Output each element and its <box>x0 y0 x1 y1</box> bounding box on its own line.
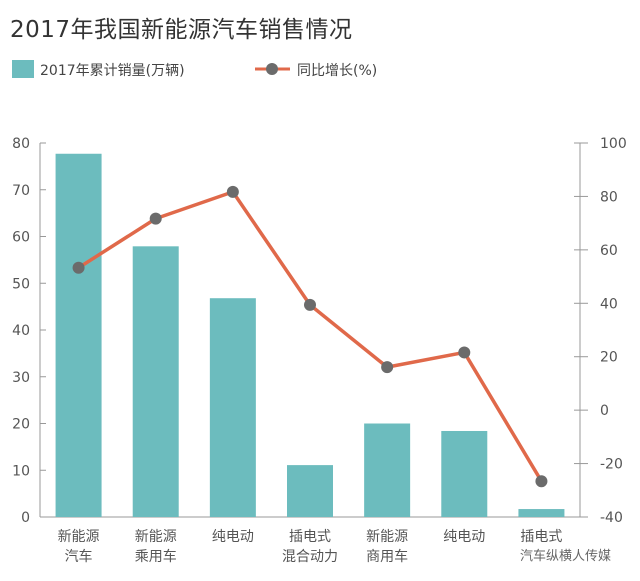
line-point <box>149 212 162 225</box>
growth-line <box>72 185 548 488</box>
axes: 0 10 20 30 40 50 60 70 80 -40 -20 0 20 40 60 80 100 <box>12 136 627 526</box>
bar <box>287 465 333 517</box>
line-point <box>535 475 548 488</box>
category-label: 纯电动 <box>443 529 485 545</box>
left-tick-label: 30 <box>12 370 30 386</box>
watermark-text: 汽车纵横人传媒 <box>520 548 611 564</box>
line-point <box>381 361 394 374</box>
left-tick-label: 40 <box>12 323 30 339</box>
bar <box>132 246 179 517</box>
category-label: 纯电动 <box>212 529 254 545</box>
right-tick-label: 100 <box>600 136 627 152</box>
legend-line-marker <box>266 63 278 75</box>
category-label: 混合动力 <box>282 549 338 565</box>
bar <box>441 430 488 517</box>
line-point <box>304 298 316 311</box>
category-label: 乘用车 <box>135 548 177 565</box>
left-tick-label: 60 <box>12 230 30 246</box>
category-label: 插电式 <box>520 529 562 545</box>
left-tick-label: 10 <box>12 463 30 479</box>
bar <box>518 509 565 517</box>
line-point <box>72 261 85 274</box>
bar <box>55 153 102 517</box>
category-label: 商用车 <box>366 548 408 565</box>
left-tick-label: 50 <box>12 276 30 292</box>
right-tick-label: 40 <box>600 296 618 312</box>
category-label: 新能源 <box>135 529 177 545</box>
right-tick-label: 80 <box>600 189 618 205</box>
bars <box>55 153 565 517</box>
legend: 2017年累计销量(万辆) 同比增长(%) <box>12 60 377 79</box>
left-tick-label: 0 <box>21 510 30 526</box>
legend-bar-swatch <box>12 60 34 78</box>
right-tick-label: -40 <box>600 510 623 526</box>
right-tick-label: 20 <box>600 350 618 366</box>
legend-line-label: 同比增长(%) <box>297 63 377 79</box>
category-label: 新能源 <box>58 529 100 545</box>
left-tick-label: 20 <box>12 417 30 433</box>
right-tick-label: -20 <box>600 457 623 473</box>
left-tick-label: 80 <box>12 136 30 152</box>
category-label: 插电式 <box>289 529 331 545</box>
chart-title: 2017年我国新能源汽车销售情况 <box>10 17 353 43</box>
line-point <box>226 185 239 198</box>
left-tick-label: 70 <box>12 183 30 199</box>
line-point <box>458 346 471 359</box>
right-tick-label: 60 <box>600 243 618 259</box>
right-tick-label: 0 <box>600 403 609 419</box>
category-label: 汽车 <box>65 548 93 565</box>
bar <box>364 423 411 517</box>
bar <box>209 298 256 517</box>
legend-bar-label: 2017年累计销量(万辆) <box>40 63 185 79</box>
category-label: 新能源 <box>366 529 408 545</box>
